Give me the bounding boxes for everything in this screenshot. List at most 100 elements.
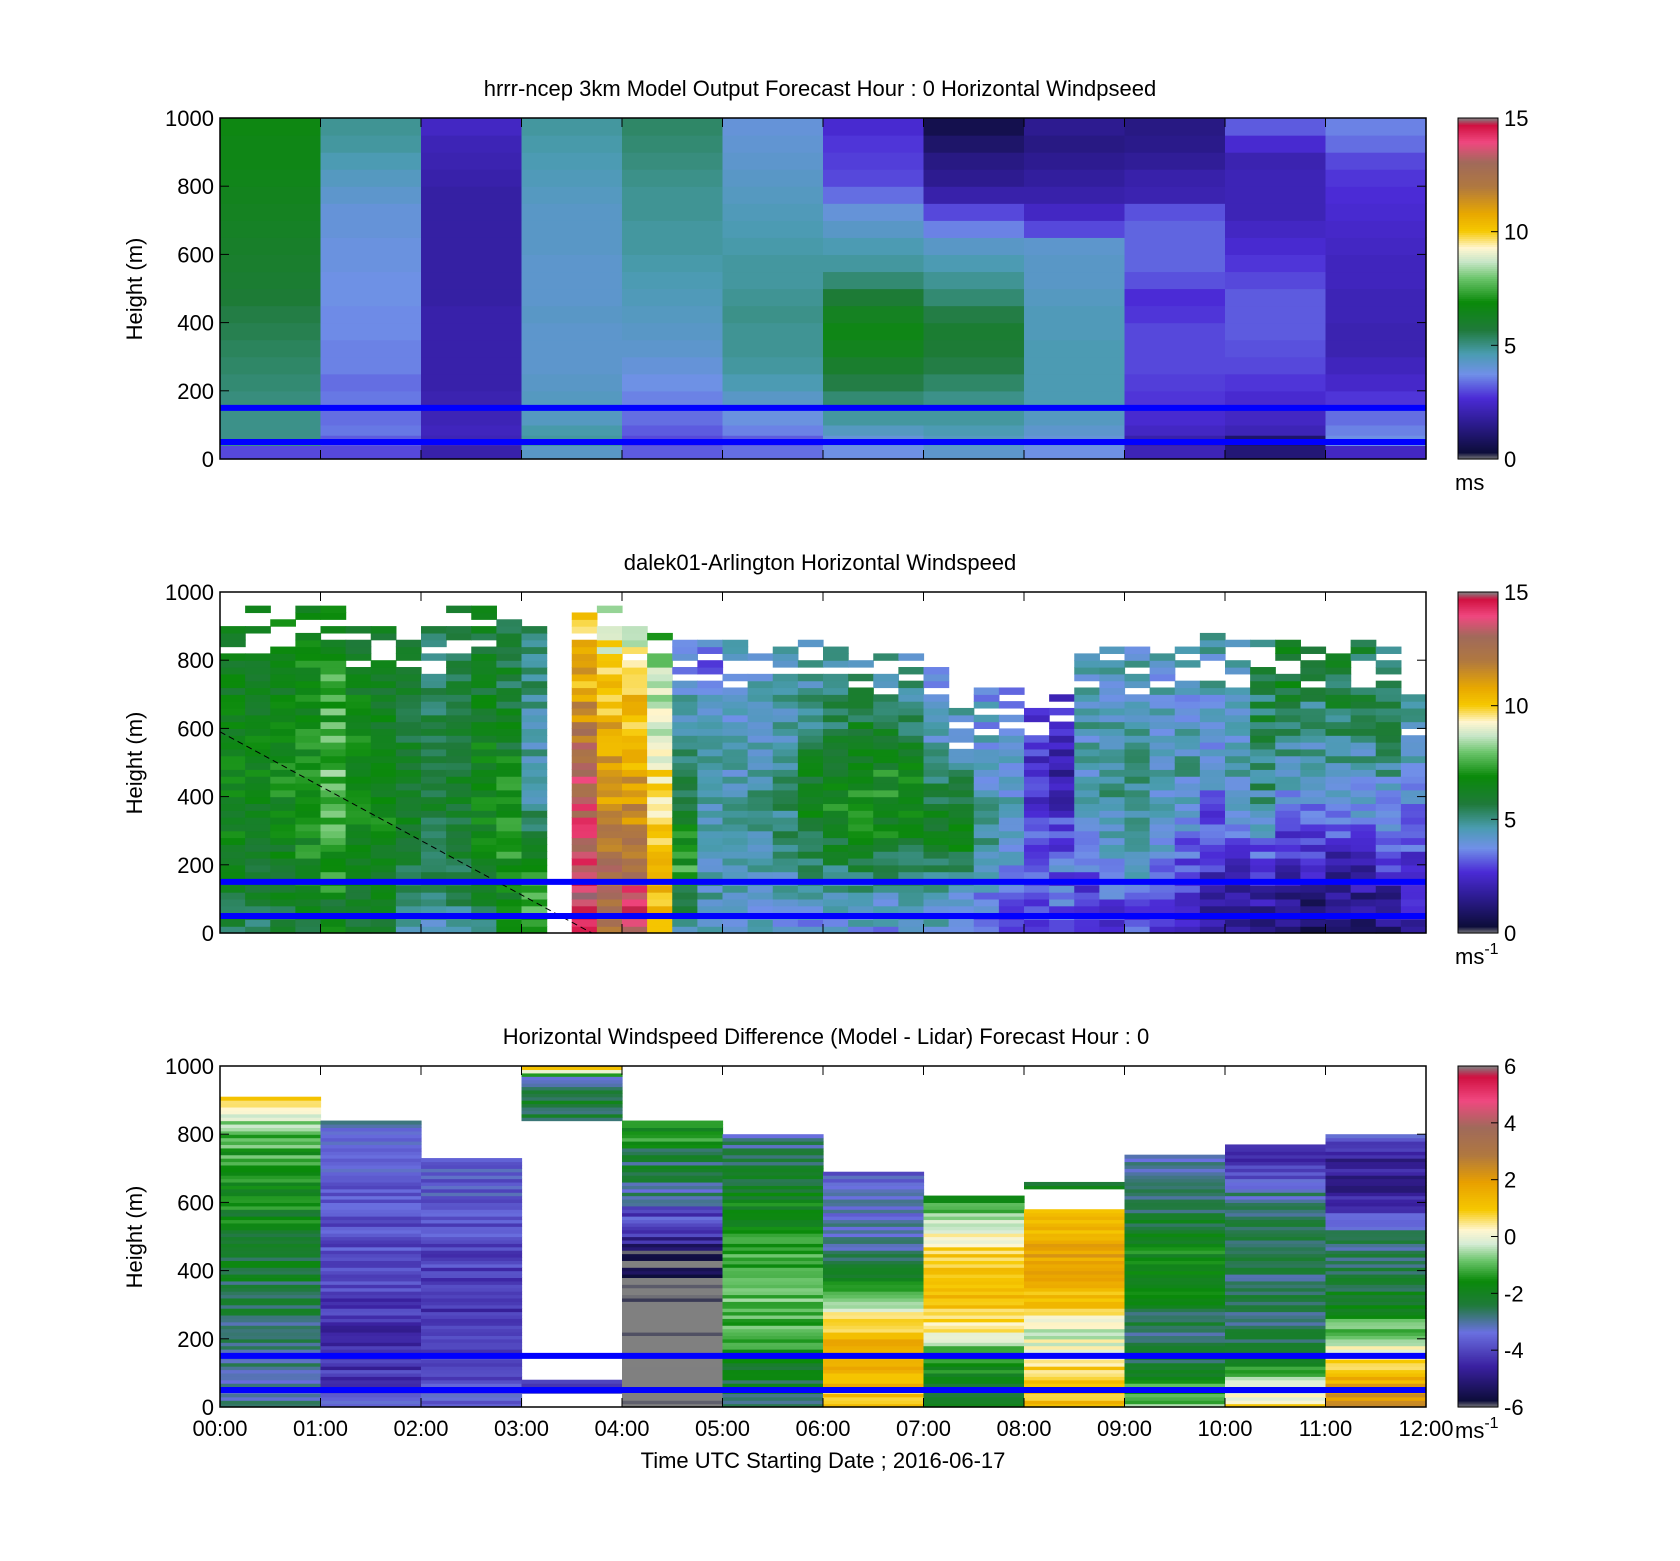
heatmap-cell <box>1325 1308 1427 1313</box>
heatmap-cell <box>220 152 322 170</box>
heatmap-cell <box>320 905 347 914</box>
heatmap-cell <box>722 1335 824 1340</box>
heatmap-cell <box>1099 830 1126 839</box>
heatmap-cell <box>622 1321 724 1326</box>
heatmap-cell <box>1124 823 1151 832</box>
heatmap-cell <box>622 789 648 798</box>
heatmap-cell <box>1300 892 1327 900</box>
colorbar-swatch <box>1458 928 1498 932</box>
heatmap-cell <box>1199 748 1226 757</box>
colorbar-swatch <box>1458 434 1498 438</box>
heatmap-cell <box>697 687 724 695</box>
y-tick-label: 600 <box>177 716 214 741</box>
heatmap-cell <box>1350 701 1377 709</box>
heatmap-cell <box>722 237 824 255</box>
heatmap-cell <box>948 735 975 743</box>
heatmap-cell <box>923 905 950 914</box>
heatmap-cell <box>220 742 246 750</box>
heatmap-cell <box>1300 721 1327 729</box>
heatmap-cell <box>823 1338 925 1343</box>
heatmap-cell <box>220 721 246 729</box>
heatmap-cell <box>320 694 347 702</box>
heatmap-cell <box>1049 796 1075 805</box>
heatmap-cell <box>1325 1345 1427 1350</box>
colorbar-swatch <box>1458 234 1498 237</box>
heatmap-cell <box>245 810 271 818</box>
colorbar-swatch <box>1458 1168 1498 1171</box>
heatmap-cell <box>446 919 472 927</box>
heatmap-cell <box>823 1236 925 1241</box>
heatmap-cell <box>521 728 548 736</box>
heatmap-cell <box>596 680 623 689</box>
heatmap-cell <box>772 926 799 934</box>
heatmap-cell <box>722 1147 824 1152</box>
heatmap-cell <box>672 898 698 907</box>
heatmap-cell <box>471 728 497 736</box>
heatmap-cell <box>345 728 372 736</box>
heatmap-cell <box>421 687 447 695</box>
colorbar-swatch <box>1458 418 1498 422</box>
heatmap-cell <box>421 445 523 460</box>
heatmap-cell <box>446 742 472 750</box>
heatmap-cell <box>496 680 523 689</box>
heatmap-cell <box>1124 1342 1226 1347</box>
heatmap-cell <box>722 646 749 654</box>
colorbar-swatch <box>1458 654 1498 657</box>
heatmap-cell <box>370 626 397 634</box>
heatmap-cell <box>1225 220 1327 238</box>
heatmap-cell <box>1174 864 1201 873</box>
heatmap-cell <box>1024 1222 1126 1227</box>
heatmap-cell <box>320 755 347 764</box>
colorbar-swatch <box>1458 854 1498 858</box>
heatmap-cell <box>797 769 824 777</box>
heatmap-cell <box>923 1250 1025 1255</box>
colorbar-swatch <box>1458 1298 1498 1302</box>
heatmap-cell <box>797 892 824 900</box>
heatmap-cell <box>370 782 397 791</box>
colorbar-swatch <box>1458 1254 1498 1258</box>
panel-model: hrrr-ncep 3km Model Output Forecast Hour… <box>122 76 1528 495</box>
heatmap-cell <box>622 762 648 770</box>
heatmap-cell <box>320 823 347 832</box>
heatmap-cell <box>672 810 698 818</box>
heatmap-cell <box>421 673 447 682</box>
heatmap-cell <box>1074 742 1100 750</box>
colorbar-swatch <box>1458 272 1498 276</box>
heatmap-cell <box>421 203 523 221</box>
heatmap-cell <box>1049 898 1075 907</box>
heatmap-cell <box>622 1277 724 1282</box>
heatmap-cell <box>672 905 698 914</box>
heatmap-cell <box>521 1383 623 1388</box>
heatmap-cell <box>320 1403 422 1408</box>
heatmap-cell <box>1400 810 1427 818</box>
heatmap-cell <box>345 653 372 661</box>
heatmap-cell <box>295 721 322 729</box>
heatmap-cell <box>622 626 648 634</box>
heatmap-cell <box>370 823 397 832</box>
heatmap-cell <box>245 789 271 798</box>
heatmap-cell <box>1149 885 1176 893</box>
colorbar-swatch <box>1458 1296 1498 1300</box>
heatmap-cell <box>596 735 623 743</box>
panel-difference: Horizontal Windspeed Difference (Model -… <box>122 1024 1524 1473</box>
heatmap-cell <box>1400 871 1427 880</box>
colorbar-swatch <box>1458 1336 1498 1340</box>
heatmap-cell <box>948 844 975 852</box>
heatmap-cell <box>345 782 372 791</box>
colorbar-swatch <box>1458 174 1498 177</box>
heatmap-cell <box>421 1400 523 1405</box>
heatmap-cell <box>1124 1192 1226 1197</box>
colorbar-swatch <box>1458 638 1498 641</box>
heatmap-cell <box>1375 830 1402 839</box>
heatmap-cell <box>973 789 1000 798</box>
colorbar-swatch <box>1458 1330 1498 1334</box>
colorbar-swatch <box>1458 700 1498 703</box>
heatmap-cell <box>1024 885 1050 893</box>
heatmap-cell <box>848 748 874 757</box>
heatmap-cell <box>421 817 447 825</box>
heatmap-cell <box>898 748 925 757</box>
colorbar-swatch <box>1458 882 1498 886</box>
heatmap-cell <box>1099 667 1126 675</box>
heatmap-cell <box>797 919 824 927</box>
heatmap-cell <box>722 356 824 375</box>
